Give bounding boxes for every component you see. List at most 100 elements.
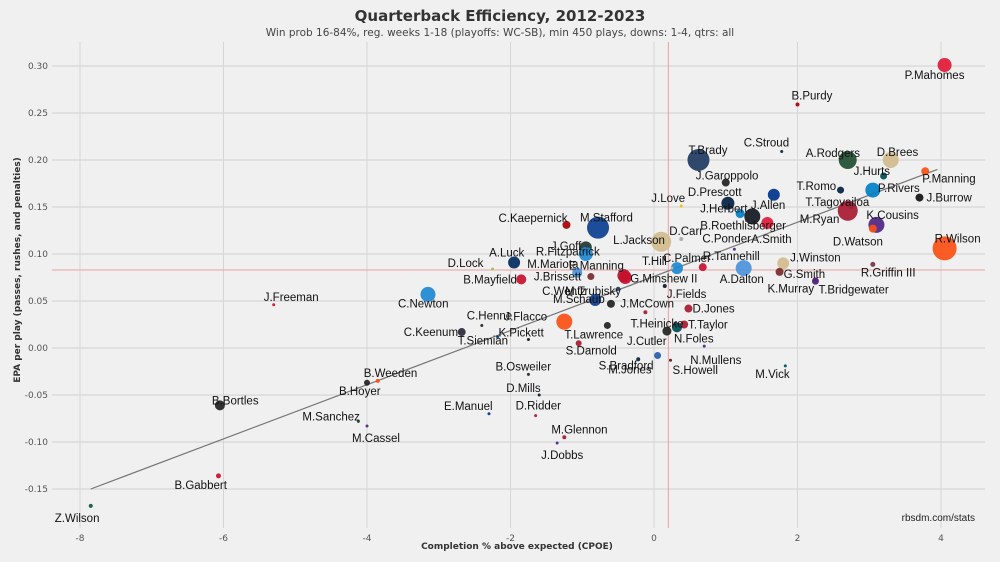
- data-point: [457, 328, 466, 337]
- data-point: [480, 323, 484, 327]
- point-label: C.Stroud: [744, 138, 789, 150]
- y-tick-label: 0.30: [28, 62, 48, 72]
- grid-lines: [52, 42, 985, 528]
- data-point: [643, 310, 648, 315]
- point-label: K.Pickett: [498, 328, 544, 340]
- point-label: A.Rodgers: [806, 148, 861, 160]
- point-label: B.Gabbert: [174, 480, 227, 492]
- data-point: [882, 152, 899, 168]
- point-label: J.Burrow: [926, 193, 972, 205]
- data-point: [735, 209, 745, 219]
- point-label: B.Bortles: [212, 395, 259, 407]
- x-axis-label: Completion % above expected (CPOE): [421, 542, 613, 552]
- data-point: [838, 151, 857, 169]
- data-point: [937, 58, 952, 73]
- point-label: B.Hoyer: [339, 386, 381, 398]
- data-point: [603, 321, 611, 329]
- point-label: M.Trubisky: [565, 286, 621, 298]
- point-label: M.Ryan: [800, 214, 840, 226]
- data-point: [572, 267, 583, 278]
- point-label: M.Mariota: [527, 259, 579, 271]
- point-label: T.Siemian: [458, 336, 509, 348]
- point-label: M.Jones: [608, 364, 652, 376]
- point-label: B.Roethlisberger: [700, 220, 786, 232]
- data-point: [670, 262, 683, 275]
- data-point: [915, 193, 924, 202]
- data-point: [636, 357, 641, 362]
- data-point: [865, 182, 881, 198]
- data-point: [534, 414, 538, 418]
- point-label: T.Tagovailoa: [805, 197, 870, 209]
- point-label: D.Lock: [448, 258, 484, 270]
- data-point: [654, 352, 662, 360]
- data-point: [767, 188, 780, 201]
- point-label: T.Taylor: [688, 320, 728, 332]
- point-label: T.Brady: [688, 145, 727, 157]
- point-label: T.Lawrence: [564, 329, 623, 341]
- point-label: D.Ridder: [516, 401, 562, 413]
- point-label: P.Mahomes: [905, 70, 965, 82]
- point-label: M.Sanchez: [302, 411, 360, 423]
- point-label: K.Cousins: [866, 210, 919, 222]
- point-label: N.Mullens: [690, 355, 741, 367]
- data-point: [684, 304, 693, 313]
- data-point: [356, 419, 360, 423]
- data-point: [375, 378, 380, 383]
- point-label: J.Flacco: [504, 312, 547, 324]
- point-label: L.Jackson: [613, 235, 665, 247]
- trend-line: [90, 168, 938, 490]
- data-point: [783, 364, 787, 368]
- y-tick-label: 0.05: [28, 297, 48, 307]
- data-point: [837, 186, 845, 194]
- y-tick-label: -0.10: [25, 438, 49, 448]
- data-point: [88, 503, 93, 508]
- data-point: [215, 473, 221, 479]
- data-point: [670, 266, 674, 270]
- data-point: [795, 102, 800, 107]
- x-tick-label: -6: [219, 534, 228, 544]
- y-tick-label: -0.05: [25, 391, 48, 401]
- axis-ticks: -8 -6 -4 -2 0 2 4 0.30 0.25 0.20 0.15 0.10 0.05 0.00 -…: [25, 62, 944, 544]
- data-point: [837, 200, 858, 221]
- point-label: B.Mayfield: [463, 274, 517, 286]
- point-label: T.Heinicke: [631, 319, 684, 331]
- data-point: [618, 271, 632, 284]
- data-point: [744, 208, 761, 225]
- x-tick-label: -2: [506, 534, 515, 544]
- point-label: J.Herbert: [700, 204, 748, 216]
- point-label: T.Romo: [797, 181, 837, 193]
- point-label: B.Osweiler: [495, 361, 551, 373]
- point-label: C.Newton: [398, 298, 449, 310]
- data-point: [508, 256, 521, 269]
- chart-title: Quarterback Efficiency, 2012-2023: [354, 7, 646, 25]
- x-tick-label: 4: [938, 534, 944, 544]
- point-label: B.Weeden: [364, 368, 418, 380]
- point-label: C.Wentz: [542, 286, 586, 298]
- x-tick-label: -4: [363, 534, 372, 544]
- data-point: [735, 260, 752, 277]
- data-point: [556, 313, 573, 330]
- data-point: [761, 216, 774, 229]
- data-point: [921, 167, 930, 176]
- data-point: [578, 247, 593, 261]
- point-label: D.Mills: [506, 383, 541, 395]
- credit-text: rbsdm.com/stats: [902, 513, 975, 524]
- point-label: M.Schaub: [553, 294, 605, 306]
- reference-lines: [52, 42, 985, 528]
- y-tick-label: -0.15: [25, 485, 48, 495]
- point-label: S.Darnold: [566, 345, 617, 357]
- point-label: A.Dalton: [720, 274, 764, 286]
- point-label: D.Carr: [669, 226, 703, 238]
- point-label: S.Howell: [673, 365, 718, 377]
- point-label: J.Hurts: [854, 166, 891, 178]
- point-label: R.Tannehill: [703, 251, 760, 263]
- data-point: [214, 400, 225, 411]
- trend-line-group: [90, 168, 938, 490]
- point-label: J.Dobbs: [541, 450, 583, 462]
- chart-subtitle: Win prob 16-84%, reg. weeks 1-18 (playof…: [265, 27, 735, 39]
- point-label: E.Manning: [569, 261, 624, 273]
- point-labels: P.Mahomes B.Purdy T.Brady C.Stroud A.Rodgers…: [55, 70, 981, 525]
- data-point: [365, 424, 369, 428]
- data-point: [721, 178, 730, 187]
- point-label: M.Stafford: [580, 213, 633, 225]
